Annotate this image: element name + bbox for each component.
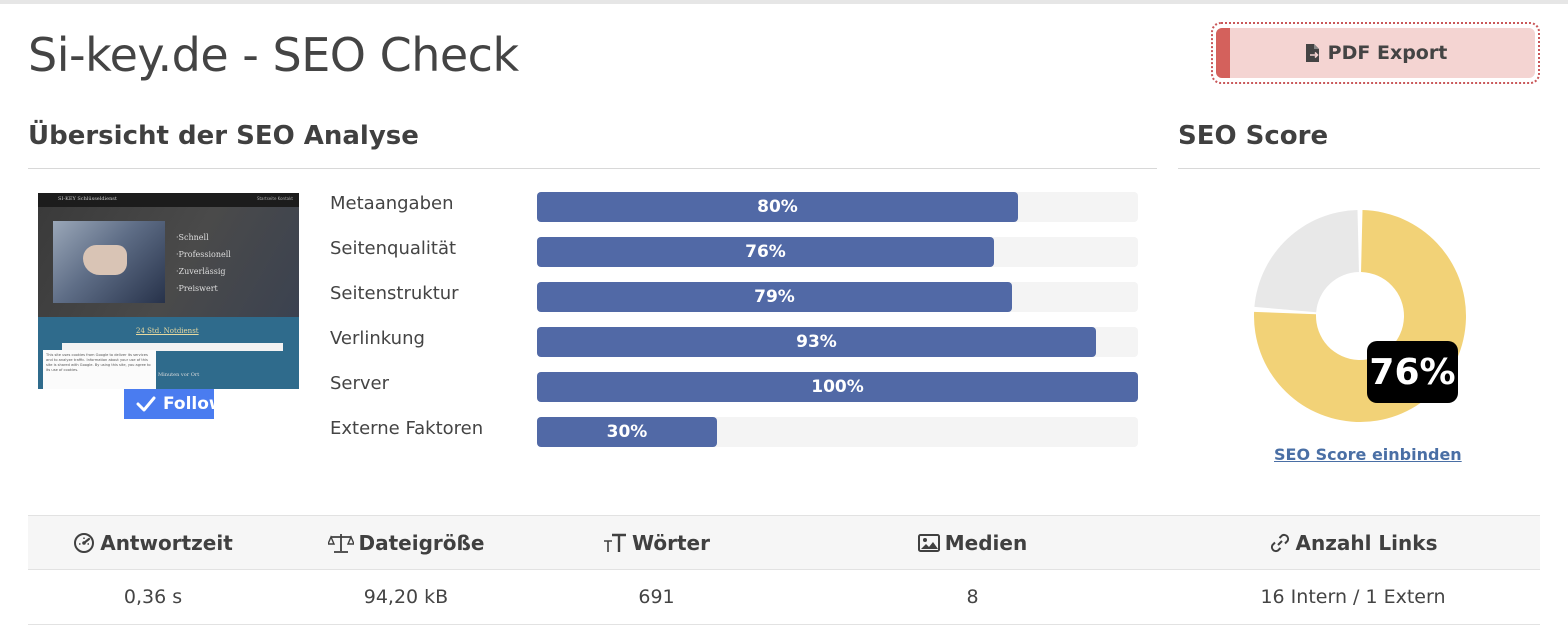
metric-label: Metaangaben (330, 193, 454, 214)
stat-value-anzahl-links: 16 Intern / 1 Extern (1260, 586, 1446, 608)
link-icon (1270, 533, 1289, 552)
metric-bar-track: 80% (537, 192, 1138, 222)
pdf-export-label: PDF Export (1327, 42, 1448, 64)
metric-bar-track: 93% (537, 327, 1138, 357)
thumbnail-brand: SI-KEY Schlüsseldienst (58, 196, 117, 202)
balance-scale-icon (327, 533, 354, 553)
pdf-export-focus-ring: PDF Export (1211, 22, 1540, 84)
stat-value-antwortzeit: 0,36 s (123, 586, 183, 608)
metric-bar-fill: 100% (537, 372, 1138, 402)
stat-header-woerter: Wörter (534, 516, 779, 569)
stat-value-woerter: 691 (638, 586, 675, 608)
image-icon (917, 533, 940, 552)
thumbnail-side-text: Minuten vor Ort (158, 372, 200, 378)
metric-label: Verlinkung (330, 328, 425, 349)
thumbnail-cookie-notice: This site uses cookies from Google to de… (43, 350, 156, 389)
stats-header: Antwortzeit Dateigröße Wörter Medien Anz… (28, 515, 1540, 570)
metric-label: Externe Faktoren (330, 418, 484, 439)
metric-bar-fill: 93% (537, 327, 1096, 357)
seo-score-title: SEO Score (1178, 121, 1329, 151)
thumbnail-nav-links: Startseite Kontakt (256, 196, 293, 201)
stat-value-medien: 8 (966, 586, 979, 608)
thumbnail-bullets: ·Schnell ·Professionell ·Zuverlässig ·Pr… (176, 233, 231, 293)
thumbnail-navbar: SI-KEY Schlüsseldienst Startseite Kontak… (38, 193, 299, 207)
metric-bar-track: 100% (537, 372, 1138, 402)
stats-values-row: 0,36 s 94,20 kB 691 8 16 Intern / 1 Exte… (28, 570, 1540, 625)
website-thumbnail: SI-KEY Schlüsseldienst Startseite Kontak… (38, 193, 299, 389)
checkmark-icon (136, 396, 156, 412)
thumbnail-search-bar (62, 343, 283, 351)
metric-bar-fill: 80% (537, 192, 1018, 222)
metric-bar-track: 79% (537, 282, 1138, 312)
file-export-icon (1305, 44, 1319, 62)
follow-label: Follow (163, 394, 214, 414)
thumbnail-hero: ·Schnell ·Professionell ·Zuverlässig ·Pr… (38, 207, 299, 317)
follow-button[interactable]: Follow (124, 389, 214, 419)
metric-bar-track: 76% (537, 237, 1138, 267)
stat-header-antwortzeit: Antwortzeit (28, 516, 278, 569)
metric-bar-track: 30% (537, 417, 1138, 447)
stat-header-anzahl-links: Anzahl Links (1166, 516, 1540, 569)
top-border (0, 0, 1568, 4)
stat-header-medien: Medien (779, 516, 1166, 569)
metric-label: Server (330, 373, 390, 394)
overview-title: Übersicht der SEO Analyse (28, 121, 419, 151)
score-divider (1178, 168, 1540, 169)
seo-score-embed-link[interactable]: SEO Score einbinden (1274, 445, 1462, 464)
metric-bar-fill: 76% (537, 237, 994, 267)
stat-value-dateigroesse: 94,20 kB (363, 586, 449, 608)
overview-divider (28, 168, 1157, 169)
pdf-export-button[interactable]: PDF Export (1216, 28, 1535, 78)
page-title: Si-key.de - SEO Check (28, 28, 519, 82)
metric-label: Seitenqualität (330, 238, 457, 259)
metric-bar-fill: 79% (537, 282, 1012, 312)
metric-label: Seitenstruktur (330, 283, 459, 304)
thumbnail-photo (53, 221, 165, 303)
thumbnail-heading: 24 Std. Notdienst (136, 327, 199, 335)
remaining-segment (1254, 210, 1359, 313)
pdf-button-accent (1216, 28, 1230, 78)
metric-bar-fill: 30% (537, 417, 717, 447)
seo-score-value: 76% (1367, 341, 1458, 403)
text-size-icon (604, 533, 627, 552)
gauge-icon (74, 532, 95, 553)
stat-header-dateigroesse: Dateigröße (278, 516, 534, 569)
